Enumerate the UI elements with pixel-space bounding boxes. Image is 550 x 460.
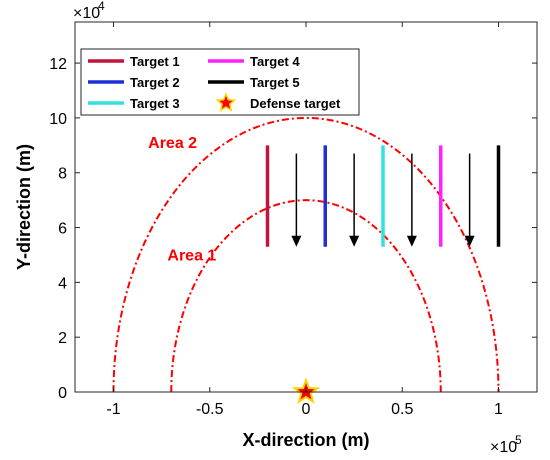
y-tick-label: 4 [58,275,67,292]
arrow-head [291,235,302,247]
x-exponent-base: ×10 [490,439,517,456]
x-tick-label: -1 [106,401,120,418]
x-tick-label: 0.5 [391,401,413,418]
x-axis-exponent: ×10 5 [490,433,522,456]
arrow-head [406,235,417,247]
y-tick-label: 2 [58,330,67,347]
x-exponent-power: 5 [515,433,522,447]
y-exponent-base: ×10 [73,5,100,22]
legend: Target 1 Target 2 Target 3 Target 4 Target 5… [80,48,360,116]
y-tick-label: 10 [49,111,67,128]
y-tick-label: 6 [58,221,67,238]
area-label: Area 1 [167,247,216,264]
y-tick-label: 8 [58,166,67,183]
legend-star-swatch [215,92,237,112]
arrow-head [464,235,475,247]
y-tick-label: 0 [58,385,67,402]
y-tick-label: 12 [49,56,67,73]
x-tick-label: -0.5 [196,401,224,418]
area-label: Area 2 [148,135,197,152]
y-axis-exponent: ×10 4 [73,0,105,22]
x-axis-label: X-direction (m) [242,430,369,450]
legend-label: Target 2 [130,75,180,90]
boundary-arc [112,117,500,393]
legend-label: Target 3 [130,96,180,111]
arrow-head [349,235,360,247]
x-tick-label: 0 [302,401,311,418]
legend-label: Defense target [250,96,341,111]
legend-label: Target 4 [250,54,300,69]
legend-label: Target 1 [130,54,180,69]
legend-label: Target 5 [250,75,300,90]
boundary-arc [170,199,442,393]
y-exponent-power: 4 [98,0,105,13]
x-tick-label: 1 [494,401,503,418]
y-axis-label: Y-direction (m) [14,144,34,270]
